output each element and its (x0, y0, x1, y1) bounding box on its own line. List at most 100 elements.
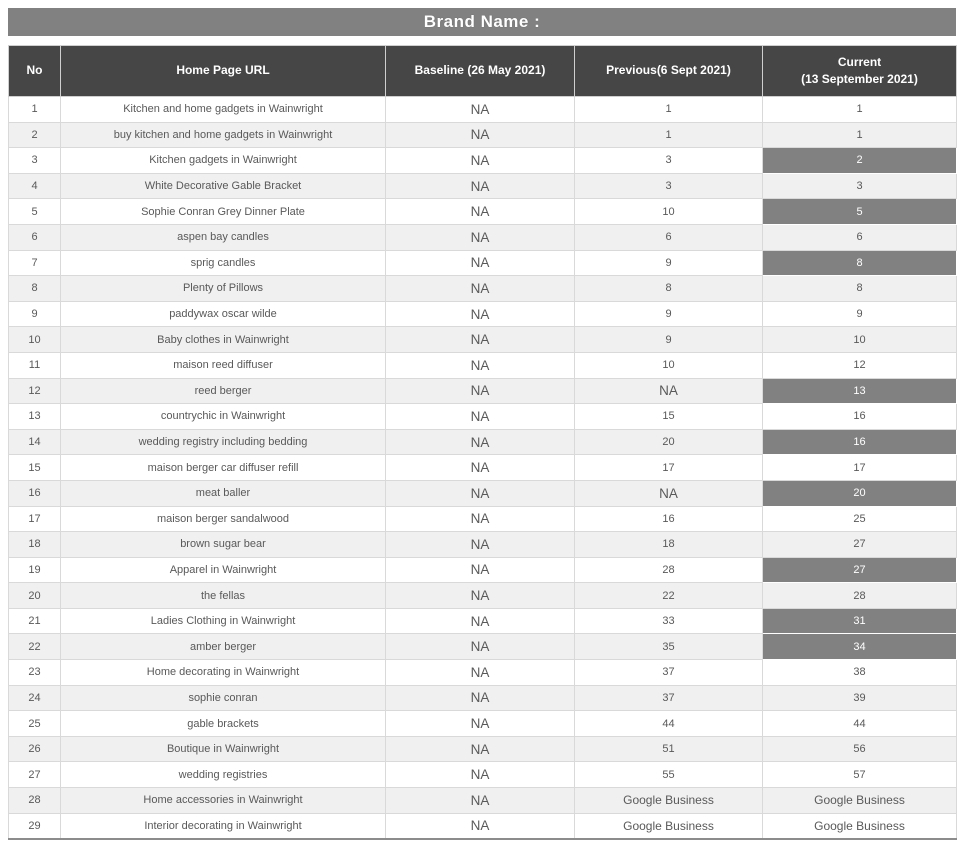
cell-previous: 15 (574, 403, 763, 430)
cell-url: White Decorative Gable Bracket (60, 172, 386, 200)
cell-no: 17 (8, 505, 61, 533)
cell-baseline: NA (385, 147, 575, 174)
cell-url: Interior decorating in Wainwright (60, 812, 386, 840)
table-row: 25 gable brackets NA 44 44 (8, 710, 957, 737)
cell-baseline: NA (385, 223, 575, 251)
cell-baseline: NA (385, 403, 575, 430)
cell-current: Google Business (762, 787, 957, 814)
table-row: 24 sophie conran NA 37 39 (8, 684, 957, 712)
cell-baseline: NA (385, 198, 575, 225)
cell-baseline: NA (385, 172, 575, 200)
cell-url: amber berger (60, 633, 386, 661)
cell-baseline: NA (385, 428, 575, 456)
cell-no: 1 (8, 96, 61, 123)
cell-no: 19 (8, 556, 61, 584)
cell-baseline: NA (385, 761, 575, 789)
cell-url: countrychic in Wainwright (60, 403, 386, 430)
cell-no: 29 (8, 812, 61, 840)
cell-url: Apparel in Wainwright (60, 556, 386, 584)
brand-name-title-bar: Brand Name : (8, 8, 956, 36)
cell-current: 34 (762, 633, 957, 661)
table-row: 29 Interior decorating in Wainwright NA Goo… (8, 812, 957, 840)
cell-previous: 17 (574, 454, 763, 481)
table-row: 12 reed berger NA NA 13 (8, 377, 957, 405)
table-row: 27 wedding registries NA 55 57 (8, 761, 957, 789)
cell-baseline: NA (385, 607, 575, 635)
cell-previous: 1 (574, 121, 763, 149)
cell-url: Boutique in Wainwright (60, 735, 386, 763)
table-row: 9 paddywax oscar wilde NA 9 9 (8, 300, 957, 328)
cell-previous: 1 (574, 96, 763, 123)
table-row: 20 the fellas NA 22 28 (8, 582, 957, 609)
cell-current: Google Business (762, 812, 957, 840)
cell-current: 44 (762, 710, 957, 737)
table-row: 28 Home accessories in Wainwright NA Google… (8, 787, 957, 814)
cell-previous: NA (574, 479, 763, 507)
cell-current: 31 (762, 607, 957, 635)
cell-no: 13 (8, 403, 61, 430)
cell-previous: 35 (574, 633, 763, 661)
cell-baseline: NA (385, 812, 575, 840)
cell-current: 57 (762, 761, 957, 789)
cell-url: maison berger car diffuser refill (60, 454, 386, 481)
column-header-no: No (8, 45, 61, 97)
cell-baseline: NA (385, 735, 575, 763)
cell-no: 26 (8, 735, 61, 763)
cell-previous: 20 (574, 428, 763, 456)
table-row: 3 Kitchen gadgets in Wainwright NA 3 2 (8, 147, 957, 174)
cell-baseline: NA (385, 479, 575, 507)
cell-previous: Google Business (574, 812, 763, 840)
table-row: 10 Baby clothes in Wainwright NA 9 10 (8, 326, 957, 353)
table-row: 17 maison berger sandalwood NA 16 25 (8, 505, 957, 533)
cell-url: brown sugar bear (60, 531, 386, 558)
cell-previous: 55 (574, 761, 763, 789)
cell-url: gable brackets (60, 710, 386, 737)
cell-baseline: NA (385, 454, 575, 481)
table-row: 8 Plenty of Pillows NA 8 8 (8, 275, 957, 302)
table-row: 4 White Decorative Gable Bracket NA 3 3 (8, 172, 957, 200)
cell-url: wedding registry including bedding (60, 428, 386, 456)
column-header-current-line1: Current (837, 54, 882, 69)
cell-url: sprig candles (60, 249, 386, 277)
cell-previous: 33 (574, 607, 763, 635)
cell-no: 4 (8, 172, 61, 200)
cell-current: 13 (762, 377, 957, 405)
cell-previous: 3 (574, 172, 763, 200)
cell-no: 6 (8, 223, 61, 251)
cell-no: 11 (8, 351, 61, 379)
cell-previous: 16 (574, 505, 763, 533)
cell-url: Sophie Conran Grey Dinner Plate (60, 198, 386, 225)
cell-no: 8 (8, 275, 61, 302)
cell-previous: NA (574, 377, 763, 405)
cell-no: 24 (8, 684, 61, 712)
cell-previous: 10 (574, 198, 763, 225)
cell-previous: 18 (574, 531, 763, 558)
cell-no: 14 (8, 428, 61, 456)
cell-previous: 37 (574, 659, 763, 686)
table-row: 13 countrychic in Wainwright NA 15 16 (8, 403, 957, 430)
cell-current: 8 (762, 249, 957, 277)
table-row: 2 buy kitchen and home gadgets in Wainwri… (8, 121, 957, 149)
cell-baseline: NA (385, 300, 575, 328)
cell-baseline: NA (385, 787, 575, 814)
cell-baseline: NA (385, 505, 575, 533)
cell-previous: 9 (574, 326, 763, 353)
cell-previous: 3 (574, 147, 763, 174)
cell-no: 18 (8, 531, 61, 558)
cell-previous: 44 (574, 710, 763, 737)
cell-current: 17 (762, 454, 957, 481)
cell-url: maison reed diffuser (60, 351, 386, 379)
cell-current: 38 (762, 659, 957, 686)
cell-current: 25 (762, 505, 957, 533)
table-row: 7 sprig candles NA 9 8 (8, 249, 957, 277)
cell-current: 16 (762, 428, 957, 456)
table-row: 11 maison reed diffuser NA 10 12 (8, 351, 957, 379)
cell-previous: 9 (574, 249, 763, 277)
table-row: 6 aspen bay candles NA 6 6 (8, 223, 957, 251)
table-row: 22 amber berger NA 35 34 (8, 633, 957, 661)
cell-previous: 8 (574, 275, 763, 302)
cell-no: 5 (8, 198, 61, 225)
cell-current: 16 (762, 403, 957, 430)
cell-url: buy kitchen and home gadgets in Wainwrig… (60, 121, 386, 149)
cell-current: 5 (762, 198, 957, 225)
